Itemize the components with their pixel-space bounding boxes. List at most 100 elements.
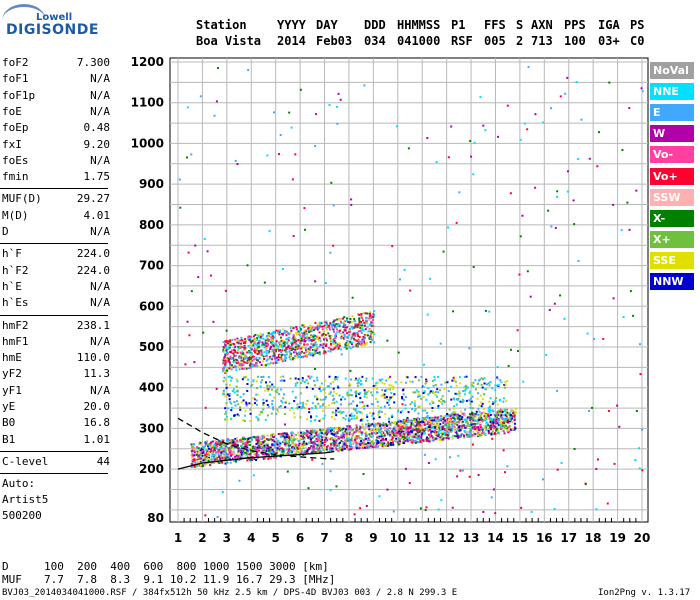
echo-point (278, 405, 281, 408)
echo-point (249, 359, 252, 362)
echo-point (292, 443, 295, 446)
echo-point (337, 429, 340, 432)
echo-point (443, 424, 446, 427)
header-value-3: 034 (364, 34, 386, 48)
echo-point (266, 358, 269, 361)
echo-point (470, 394, 473, 397)
echo-point (376, 391, 379, 394)
echo-point (268, 350, 271, 353)
echo-point (350, 402, 353, 405)
echo-point (342, 443, 345, 446)
echo-point (425, 438, 428, 441)
echo-point (269, 361, 272, 364)
echo-point (331, 411, 334, 414)
echo-point (440, 419, 443, 422)
param-row: yF1 N/A (2, 384, 110, 399)
echo-point (357, 330, 360, 333)
echo-point (271, 453, 274, 456)
echo-point (338, 325, 341, 328)
echo-point (308, 441, 311, 444)
echo-point (470, 384, 473, 387)
echo-point (253, 448, 256, 451)
echo-point (286, 351, 289, 354)
echo-point (299, 342, 302, 345)
echo-point (327, 324, 330, 327)
echo-point (508, 411, 511, 414)
echo-point (378, 428, 381, 431)
echo-point (421, 424, 424, 427)
echo-point (446, 426, 449, 429)
echo-point (442, 421, 445, 424)
echo-point (314, 440, 317, 443)
echo-point (510, 408, 513, 411)
echo-point (354, 430, 357, 433)
echo-point (239, 396, 242, 399)
echo-point (236, 337, 239, 340)
echo-point (216, 445, 219, 448)
echo-point (300, 406, 303, 409)
d-label: D (2, 560, 9, 573)
echo-point (285, 346, 288, 349)
echo-point (458, 426, 461, 429)
echo-point (228, 442, 231, 445)
echo-point (388, 443, 391, 446)
echo-point (399, 426, 402, 429)
echo-point (235, 437, 238, 440)
echo-point (205, 449, 208, 452)
echo-point (332, 437, 335, 440)
echo-point (383, 442, 386, 445)
echo-point (258, 341, 261, 344)
echo-point (270, 434, 273, 437)
echo-point (386, 488, 389, 491)
echo-point (391, 433, 394, 436)
echo-point (207, 459, 210, 462)
echo-point (227, 438, 230, 441)
echo-point (306, 418, 309, 421)
echo-point (281, 451, 284, 454)
echo-point (334, 323, 337, 326)
echo-point (389, 375, 392, 378)
x-tick-label: 8 (345, 531, 353, 545)
echo-point (380, 439, 383, 442)
echo-point (326, 428, 329, 431)
echo-point (362, 473, 365, 476)
echo-point (447, 414, 450, 417)
echo-point (293, 445, 296, 448)
echo-point (263, 346, 266, 349)
echo-point (221, 458, 224, 461)
echo-point (259, 441, 262, 444)
echo-point (355, 415, 358, 418)
echo-point (483, 377, 486, 380)
echo-point (271, 443, 274, 446)
echo-point (277, 410, 280, 413)
echo-point (224, 370, 227, 373)
echo-point (191, 456, 194, 459)
echo-point (344, 344, 347, 347)
echo-point (370, 391, 373, 394)
echo-point (260, 445, 263, 448)
echo-point (365, 396, 368, 399)
echo-point (452, 310, 455, 313)
echo-point (362, 441, 365, 444)
echo-point (290, 329, 293, 332)
echo-point (328, 449, 331, 452)
echo-point (284, 438, 287, 441)
echo-point (355, 435, 358, 438)
echo-point (456, 423, 459, 426)
echo-point (267, 453, 270, 456)
echo-point (429, 277, 432, 280)
echo-point (348, 448, 351, 451)
echo-point (272, 450, 275, 453)
echo-point (347, 394, 350, 397)
echo-point (375, 430, 378, 433)
y-tick-label: 400 (139, 381, 164, 395)
param-name: B0 (2, 416, 16, 430)
echo-point (250, 384, 253, 387)
echo-point (335, 441, 338, 444)
echo-point (511, 420, 514, 423)
echo-point (577, 158, 580, 161)
echo-point (329, 489, 332, 492)
echo-point (416, 440, 419, 443)
echo-point (302, 431, 305, 434)
echo-point (441, 427, 444, 430)
